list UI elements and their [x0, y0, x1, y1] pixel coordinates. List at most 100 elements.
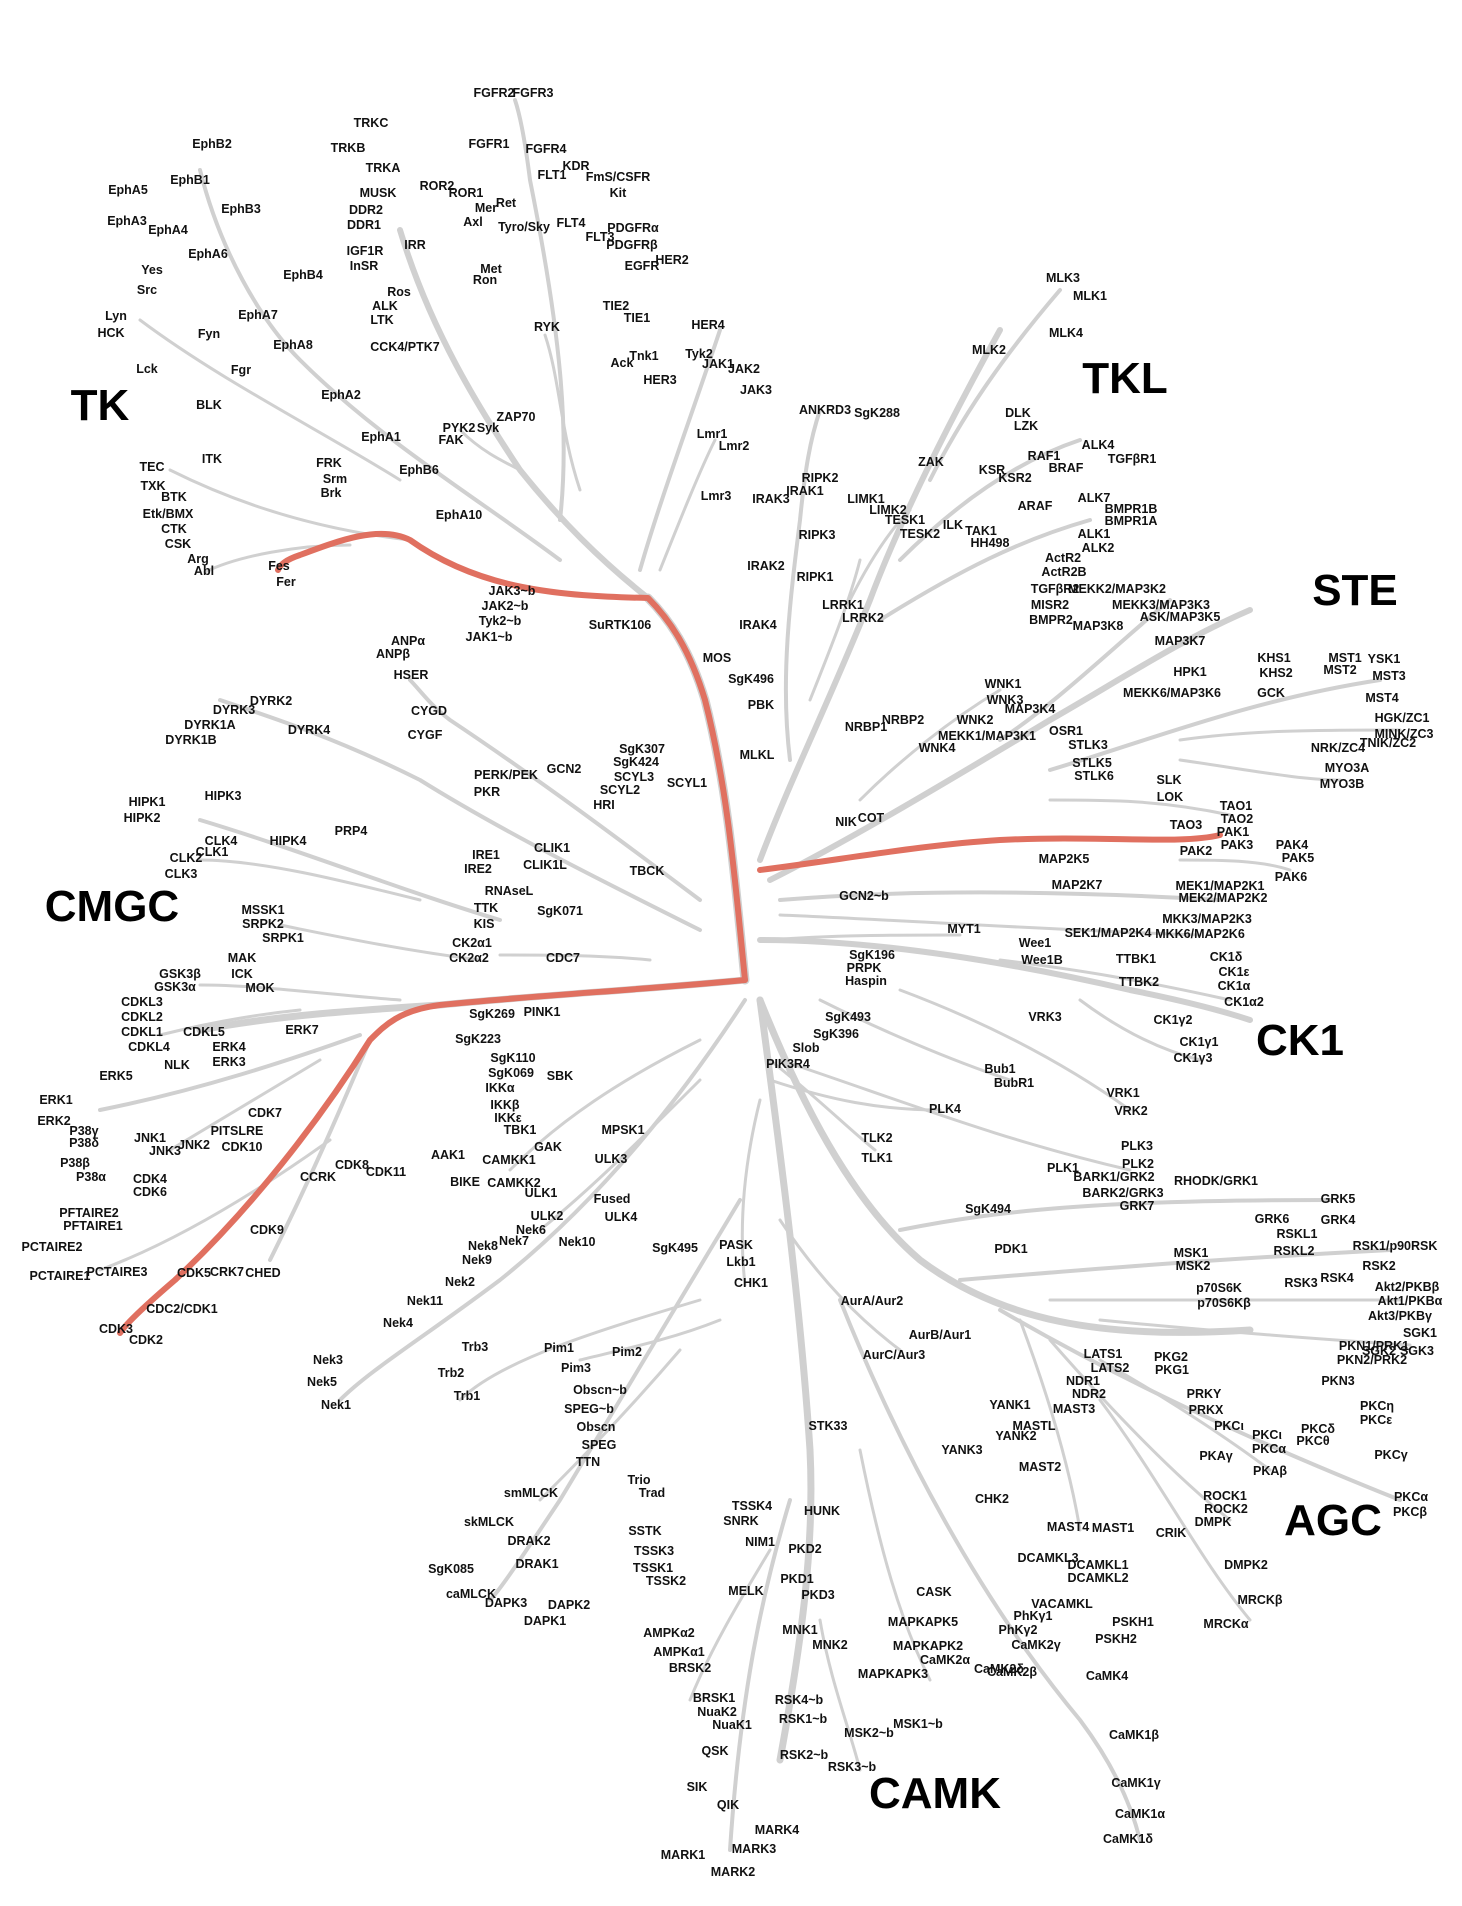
kinase-label: DAPK2 — [548, 1598, 590, 1612]
kinase-label: PKCη — [1360, 1399, 1394, 1413]
kinase-label: TBK1 — [504, 1123, 537, 1137]
kinase-label: TTK — [474, 901, 498, 915]
kinase-label: NLK — [164, 1058, 190, 1072]
kinase-label: CaMK2β — [987, 1665, 1037, 1679]
branch-agc-trunk — [756, 996, 1254, 1336]
kinase-label: P38β — [60, 1156, 90, 1170]
kinase-label: PKCα — [1394, 1490, 1428, 1504]
kinase-label: JNK1 — [134, 1131, 166, 1145]
kinase-label: SPEG~b — [564, 1402, 614, 1416]
kinase-label: Fused — [594, 1192, 631, 1206]
kinase-label: AAK1 — [431, 1148, 465, 1162]
branch-camk-nek — [338, 998, 747, 1402]
kinase-label: TAO1 — [1220, 799, 1252, 813]
kinase-label: DYRK2 — [250, 694, 292, 708]
kinase-label: TRKB — [331, 141, 366, 155]
kinase-label: MNK1 — [782, 1623, 817, 1637]
kinase-label: EphA4 — [148, 223, 188, 237]
kinase-label: Lmr2 — [719, 439, 750, 453]
kinase-label: YANK1 — [989, 1398, 1030, 1412]
kinase-label: DDR1 — [347, 218, 381, 232]
highlight-path-cmgc — [117, 977, 748, 1336]
kinase-label: TEC — [140, 460, 165, 474]
branch-cmgc-pct — [98, 1138, 332, 1272]
kinase-label: MSK2~b — [844, 1726, 894, 1740]
branch-ste-mkk — [778, 913, 1202, 937]
kinase-label: TLK1 — [861, 1151, 892, 1165]
kinase-label: MARK3 — [732, 1842, 776, 1856]
kinase-label: PSKH1 — [1112, 1615, 1154, 1629]
kinase-label: CDK7 — [248, 1106, 282, 1120]
kinase-label: Ron — [473, 273, 497, 287]
kinase-label: PAK4 — [1276, 838, 1308, 852]
kinase-label: RSKL2 — [1274, 1244, 1315, 1258]
kinase-label: ROR2 — [420, 179, 455, 193]
kinase-label: Arg — [187, 552, 209, 566]
kinase-label: SgK494 — [965, 1202, 1011, 1216]
kinase-label: EphB3 — [221, 202, 261, 216]
kinase-label: MUSK — [360, 186, 397, 200]
kinase-label: MST3 — [1372, 669, 1405, 683]
kinase-label: NIM1 — [745, 1535, 775, 1549]
kinase-label: CaMK1β — [1109, 1728, 1159, 1742]
kinase-label: SgK396 — [813, 1027, 859, 1041]
kinase-label: NDR1 — [1066, 1374, 1100, 1388]
kinase-label: BMPR1A — [1105, 514, 1158, 528]
kinase-label: ERK5 — [99, 1069, 132, 1083]
branch-ste-slk — [1048, 798, 1232, 817]
kinase-label: AurC/Aur3 — [863, 1348, 926, 1362]
kinase-label: PKCβ — [1393, 1505, 1427, 1519]
kinase-label: Haspin — [845, 974, 887, 988]
kinase-label: ZAP70 — [497, 410, 536, 424]
kinase-label: LRRK2 — [842, 611, 884, 625]
kinase-label: CK1α2 — [1224, 995, 1264, 1009]
kinase-label: caMLCK — [446, 1587, 496, 1601]
kinase-label: BLK — [196, 398, 222, 412]
kinase-label: PCTAIRE3 — [87, 1265, 148, 1279]
kinase-label: HIPK2 — [124, 811, 161, 825]
kinase-label: IRR — [404, 238, 426, 252]
kinase-label: RSK4 — [1320, 1271, 1353, 1285]
kinase-label: CDK11 — [366, 1165, 406, 1179]
kinase-label: HCK — [97, 326, 124, 340]
kinase-label: CK2α1 — [452, 936, 492, 950]
kinase-label: CaMK2γ — [1011, 1638, 1060, 1652]
kinase-label: ROR1 — [449, 186, 484, 200]
branch-camk-mlck — [538, 1348, 682, 1502]
kinase-label: ERK7 — [285, 1023, 318, 1037]
kinase-label: CDK3 — [99, 1322, 133, 1336]
kinase-label: MAST2 — [1019, 1460, 1061, 1474]
kinase-label: InSR — [350, 259, 378, 273]
branch-ck1-gamma — [1078, 998, 1202, 1062]
kinase-label: TTN — [576, 1455, 600, 1469]
kinase-label: ERK2 — [37, 1114, 70, 1128]
kinase-label: JAK1 — [702, 357, 734, 371]
kinase-label: MST4 — [1365, 691, 1398, 705]
kinase-label: ULK3 — [595, 1152, 628, 1166]
kinase-label: VRK2 — [1114, 1104, 1147, 1118]
kinase-label: JAK1~b — [466, 630, 513, 644]
branch-ck1-vrk — [898, 988, 1132, 1112]
kinase-label: NuaK1 — [712, 1718, 752, 1732]
branch-tkl-raf — [898, 438, 1082, 562]
kinase-label: AurA/Aur2 — [841, 1294, 904, 1308]
kinase-label: RSK1/p90RSK — [1353, 1239, 1438, 1253]
kinase-label: Syk — [477, 421, 499, 435]
kinase-label: TAO2 — [1221, 812, 1253, 826]
kinase-label: EphB4 — [283, 268, 323, 282]
kinase-label: ZAK — [918, 455, 944, 469]
branch-ck1-ttbk — [998, 958, 1232, 1002]
kinase-label: CDC2/CDK1 — [146, 1302, 218, 1316]
kinase-label: CHK2 — [975, 1492, 1009, 1506]
branch-ste-trunk — [767, 607, 1253, 883]
kinase-label: SEK1/MAP2K4 — [1065, 926, 1152, 940]
kinase-label: GRK7 — [1120, 1199, 1155, 1213]
kinase-label: MLK3 — [1046, 271, 1080, 285]
kinase-label: ALK — [372, 299, 398, 313]
kinase-label: CRK7 — [210, 1265, 244, 1279]
kinase-label: Nek10 — [559, 1235, 596, 1249]
kinase-label: PKAγ — [1199, 1449, 1232, 1463]
kinase-label: Nek7 — [499, 1234, 529, 1248]
kinase-label: BARK1/GRK2 — [1073, 1170, 1154, 1184]
